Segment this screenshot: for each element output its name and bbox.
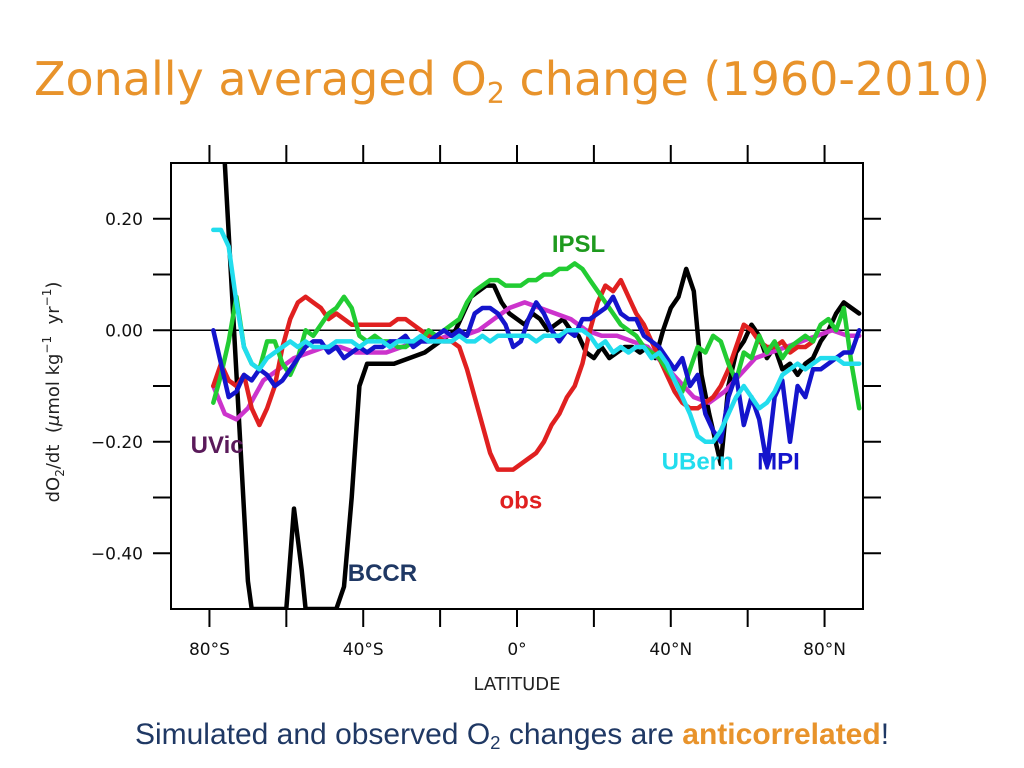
y-axis-title-exp1: −1: [40, 336, 54, 354]
series-line-mpi: [211, 294, 862, 467]
series-label-ubern: UBern: [662, 449, 734, 476]
slide-title-rest: change (1960-2010): [504, 52, 991, 106]
y-tick-label: 0.00: [105, 321, 143, 341]
series-label-uvic: UVic: [191, 432, 244, 459]
slide-title-subscript: 2: [486, 76, 505, 110]
x-tick-label: 40°N: [649, 640, 692, 660]
series-line-uvic: [211, 300, 862, 422]
slide-caption: Simulated and observed O2 changes are an…: [0, 718, 1024, 754]
series-label-bccr: BCCR: [348, 560, 417, 587]
slide-title: Zonally averaged O2 change (1960-2010): [0, 52, 1024, 110]
series-line-obs: [211, 277, 816, 472]
caption-end: !: [880, 718, 890, 751]
x-tick-label: 40°S: [343, 640, 384, 660]
y-axis-title-unit1: mol kg: [43, 354, 64, 415]
series-label-layer: IPSL UVic UBern MPI obs BCCR: [191, 231, 800, 587]
y-tick-label: 0.20: [105, 210, 143, 230]
slide-title-main: Zonally averaged O: [33, 52, 487, 106]
series-line-ubern: [211, 227, 862, 445]
series-line-bccr: [222, 163, 862, 609]
y-axis-title-main: dO: [43, 477, 64, 503]
caption-pre: Simulated and observed O: [134, 718, 491, 751]
y-axis-title-unit2: yr: [43, 306, 64, 336]
series-label-ipsl: IPSL: [552, 231, 605, 258]
y-tick-label: −0.40: [91, 544, 143, 564]
series-line-ipsl: [211, 261, 862, 411]
y-axis-title-mid: /dt (: [43, 426, 64, 469]
y-axis-title: dO2/dt (μmol kg−1 yr−1): [40, 282, 67, 503]
caption-subscript: 2: [490, 732, 501, 754]
series-layer: [211, 163, 862, 609]
y-axis-title-end: ): [43, 282, 64, 289]
caption-highlight: anticorrelated: [682, 718, 881, 751]
series-label-mpi: MPI: [757, 449, 800, 476]
x-tick-label: 0°: [507, 640, 526, 660]
tick-layer: 80°S 40°S 0° 40°N 80°N 0.20 0.00 −0.20 −0.40: [91, 145, 881, 660]
x-axis-title: LATITUDE: [473, 674, 560, 695]
y-axis-title-mu: μ: [43, 415, 64, 427]
x-tick-label: 80°S: [189, 640, 230, 660]
caption-mid: changes are: [500, 718, 683, 751]
x-tick-label: 80°N: [803, 640, 846, 660]
y-axis-title-exp2: −1: [40, 289, 54, 307]
y-axis-title-sub: 2: [53, 469, 67, 477]
series-label-obs: obs: [500, 488, 543, 515]
y-tick-label: −0.20: [91, 433, 143, 453]
